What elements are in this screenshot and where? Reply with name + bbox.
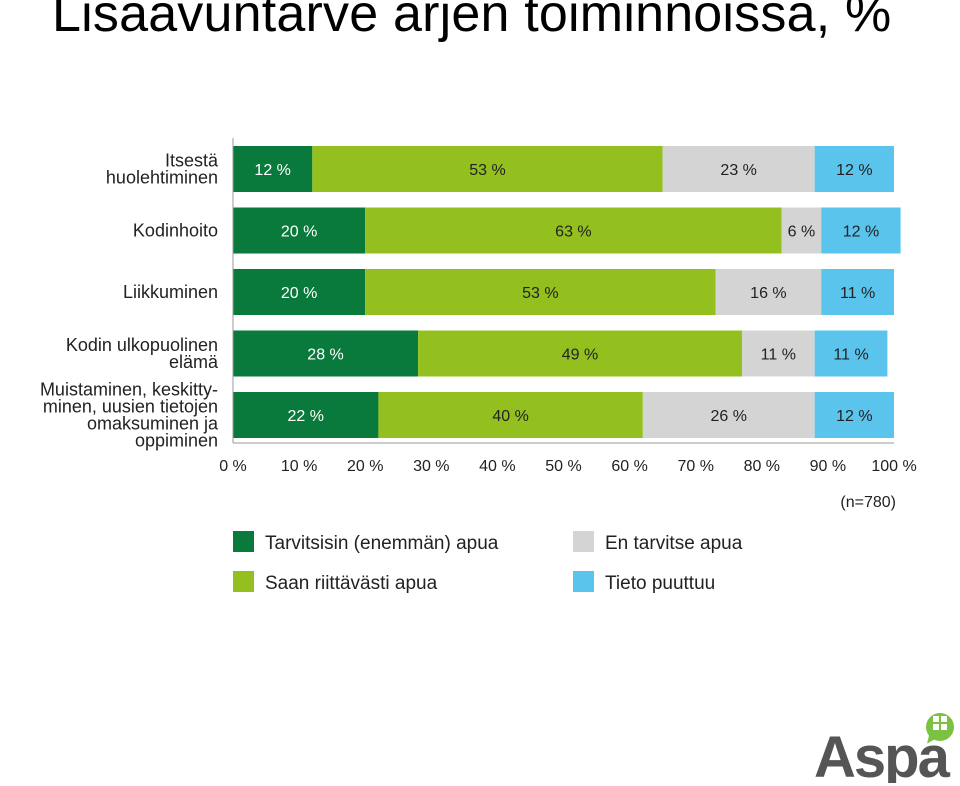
- bar-segment: [312, 146, 663, 192]
- legend-label: En tarvitse apua: [605, 533, 743, 554]
- bar-value-label: 12 %: [836, 162, 872, 179]
- x-tick-label: 60 %: [611, 458, 647, 475]
- bar-segment: [233, 146, 313, 192]
- bar-segment: [741, 330, 815, 377]
- bar-value-label: 11 %: [840, 285, 875, 302]
- legend-swatch: [233, 531, 254, 552]
- bar-value-label: 12 %: [254, 162, 290, 179]
- bar-segment: [233, 207, 366, 254]
- legend-label: Tarvitsisin (enemmän) apua: [265, 533, 499, 554]
- x-tick-label: 90 %: [810, 458, 846, 475]
- bar-value-label: 53 %: [522, 285, 558, 302]
- category-label: Kodinhoito: [133, 221, 218, 241]
- bar-value-label: 12 %: [843, 224, 879, 241]
- bar-segment: [233, 269, 366, 315]
- bar-value-label: 23 %: [720, 162, 756, 179]
- legend-swatch: [233, 571, 254, 592]
- x-tick-label: 50 %: [545, 458, 581, 475]
- x-tick-label: 20 %: [347, 458, 383, 475]
- legend-swatch: [573, 531, 594, 552]
- category-label: oppiminen: [135, 431, 218, 451]
- bars-group: 12 % 53 % 23 % 12 % 20 % 63 % 6 % 12 % 20 % 53 % 1…: [233, 146, 901, 438]
- category-label: elämä: [169, 352, 219, 372]
- bar-value-label: 6 %: [788, 224, 816, 241]
- bar-segment: [814, 392, 894, 438]
- bar-segment: [233, 392, 379, 438]
- bar-value-label: 63 %: [555, 224, 591, 241]
- legend-swatch: [573, 571, 594, 592]
- x-tick-label: 30 %: [413, 458, 449, 475]
- bar-value-label: 20 %: [281, 224, 317, 241]
- bar-value-label: 28 %: [307, 347, 343, 364]
- bar-segment: [715, 269, 822, 315]
- sample-size-note: (n=780): [840, 494, 896, 511]
- bar-segment: [642, 392, 815, 438]
- x-tick-label: 70 %: [677, 458, 713, 475]
- bar-value-label: 12 %: [836, 408, 872, 425]
- bar-segment: [365, 207, 782, 254]
- bar-value-label: 11 %: [761, 347, 796, 364]
- bar-value-label: 26 %: [711, 408, 747, 425]
- category-label: Kodin ulkopuolinen: [66, 335, 218, 355]
- category-label: Muistaminen, keskitty-: [40, 380, 218, 400]
- bar-value-label: 40 %: [492, 408, 528, 425]
- bar-value-label: 49 %: [562, 347, 598, 364]
- bar-value-label: 53 %: [469, 162, 505, 179]
- x-tick-label: 0 %: [219, 458, 247, 475]
- bar-segment: [781, 207, 822, 254]
- bar-segment: [814, 330, 888, 377]
- category-label: Liikkuminen: [123, 282, 218, 302]
- category-label: minen, uusien tietojen: [43, 397, 218, 417]
- bar-segment: [418, 330, 742, 377]
- x-tick-label: 80 %: [744, 458, 780, 475]
- logo-bubble-icon: [925, 712, 954, 744]
- x-tick-labels: 0 % 10 % 20 % 30 % 40 % 50 % 60 % 70 % 80 % 90 % 1…: [219, 458, 916, 475]
- bar-segment: [378, 392, 643, 438]
- category-label: Itsestä: [165, 151, 219, 171]
- category-label: omaksuminen ja: [87, 414, 219, 434]
- bar-segment: [365, 269, 716, 315]
- bar-segment: [662, 146, 815, 192]
- x-tick-label: 10 %: [281, 458, 317, 475]
- bar-value-label: 22 %: [287, 408, 323, 425]
- bar-value-label: 16 %: [750, 285, 786, 302]
- legend-label: Saan riittävästi apua: [265, 573, 438, 594]
- legend-label: Tieto puuttuu: [605, 573, 715, 594]
- legend: Tarvitsisin (enemmän) apua Saan riittäväs…: [233, 531, 743, 594]
- x-tick-label: 40 %: [479, 458, 515, 475]
- bar-segment: [821, 207, 901, 254]
- aspa-logo: Aspa: [814, 712, 954, 783]
- bar-segment: [233, 330, 419, 377]
- page-title: Lisäavuntarve arjen toiminnoissa, %: [52, 0, 892, 43]
- bar-segment: [821, 269, 894, 315]
- x-tick-label: 100 %: [871, 458, 916, 475]
- bar-segment: [814, 146, 894, 192]
- bar-value-label: 11 %: [833, 347, 868, 364]
- category-label: huolehtiminen: [106, 168, 218, 188]
- bar-value-label: 20 %: [281, 285, 317, 302]
